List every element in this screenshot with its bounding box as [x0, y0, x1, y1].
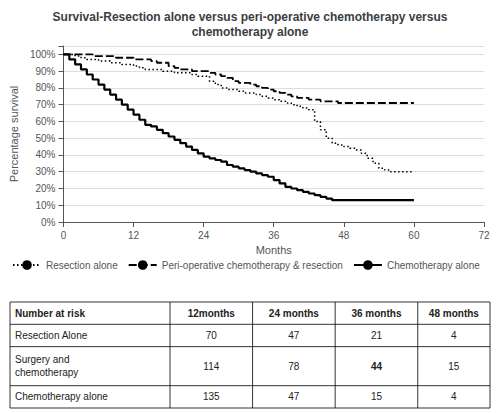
svg-text:15: 15: [448, 361, 460, 372]
svg-text:24: 24: [198, 230, 210, 241]
svg-text:Months: Months: [256, 244, 293, 256]
svg-text:Resection alone: Resection alone: [46, 260, 118, 271]
svg-text:135: 135: [203, 391, 220, 402]
svg-text:12: 12: [128, 230, 140, 241]
svg-text:90%: 90%: [35, 66, 55, 77]
svg-text:Chemotherapy alone: Chemotherapy alone: [387, 260, 480, 271]
svg-text:100%: 100%: [30, 49, 56, 60]
svg-text:12months: 12months: [188, 308, 236, 319]
svg-text:21: 21: [371, 330, 383, 341]
svg-text:60: 60: [408, 230, 420, 241]
svg-text:20%: 20%: [35, 183, 55, 194]
svg-text:80%: 80%: [35, 82, 55, 93]
svg-text:47: 47: [288, 391, 300, 402]
svg-text:chemotherapy alone: chemotherapy alone: [192, 25, 309, 39]
svg-text:Resection Alone: Resection Alone: [15, 330, 88, 341]
svg-text:15: 15: [371, 391, 383, 402]
svg-text:44: 44: [371, 361, 383, 372]
svg-text:4: 4: [451, 330, 457, 341]
svg-text:4: 4: [451, 391, 457, 402]
svg-text:24 months: 24 months: [269, 308, 319, 319]
svg-text:0%: 0%: [41, 217, 56, 228]
svg-text:10%: 10%: [35, 200, 55, 211]
svg-text:78: 78: [288, 361, 300, 372]
svg-text:Chemotherapy alone: Chemotherapy alone: [15, 391, 108, 402]
svg-text:Peri-operative chemotherapy &: Peri-operative chemotherapy & resection: [162, 260, 343, 271]
svg-text:30%: 30%: [35, 166, 55, 177]
svg-text:48: 48: [338, 230, 350, 241]
svg-text:47: 47: [288, 330, 300, 341]
svg-text:Percentage survival: Percentage survival: [8, 86, 20, 183]
svg-text:48 months: 48 months: [429, 308, 479, 319]
svg-text:Survival-Resection alone versu: Survival-Resection alone versus peri-ope…: [53, 10, 448, 24]
svg-text:70: 70: [206, 330, 218, 341]
svg-text:Number at risk: Number at risk: [15, 308, 85, 319]
svg-text:0: 0: [61, 230, 67, 241]
svg-text:chemotherapy: chemotherapy: [15, 367, 78, 378]
svg-text:50%: 50%: [35, 133, 55, 144]
svg-text:40%: 40%: [35, 149, 55, 160]
svg-text:36 months: 36 months: [351, 308, 401, 319]
svg-text:72: 72: [478, 230, 490, 241]
svg-text:Surgery and: Surgery and: [15, 354, 69, 365]
svg-text:114: 114: [203, 361, 219, 372]
svg-text:60%: 60%: [35, 116, 55, 127]
svg-text:70%: 70%: [35, 99, 55, 110]
svg-text:36: 36: [268, 230, 280, 241]
